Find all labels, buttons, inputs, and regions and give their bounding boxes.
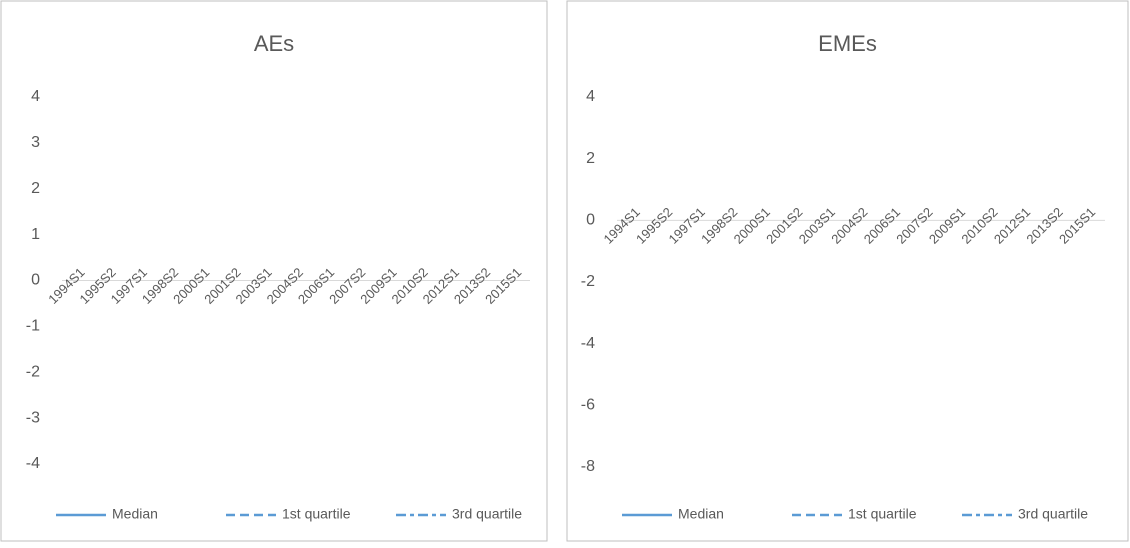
y-tick-label: -4 bbox=[581, 335, 595, 352]
legend-label: 3rd quartile bbox=[1018, 506, 1088, 522]
chart-frame bbox=[0, 0, 548, 542]
legend-label: 3rd quartile bbox=[452, 506, 522, 522]
legend-label: Median bbox=[112, 506, 158, 522]
y-tick-label: 4 bbox=[586, 88, 595, 105]
y-tick-label: -6 bbox=[581, 397, 595, 414]
y-tick-label: -3 bbox=[26, 409, 40, 426]
y-tick-label: 0 bbox=[31, 272, 40, 289]
y-tick-label: 3 bbox=[31, 134, 40, 151]
legend-label: 1st quartile bbox=[282, 506, 351, 522]
y-tick-label: -4 bbox=[26, 455, 40, 472]
y-tick-label: -8 bbox=[581, 458, 595, 475]
y-tick-label: -2 bbox=[581, 273, 595, 290]
chart-frame bbox=[566, 0, 1129, 542]
y-tick-label: 2 bbox=[586, 150, 595, 167]
legend-label: 1st quartile bbox=[848, 506, 917, 522]
chart-title: EMEs bbox=[818, 31, 877, 56]
y-tick-label: -2 bbox=[26, 363, 40, 380]
y-tick-label: 1 bbox=[31, 226, 40, 243]
y-tick-label: 0 bbox=[586, 212, 595, 229]
y-tick-label: 2 bbox=[31, 180, 40, 197]
legend-label: Median bbox=[678, 506, 724, 522]
y-tick-label: 4 bbox=[31, 88, 40, 105]
chart-title: AEs bbox=[254, 31, 294, 56]
y-tick-label: -1 bbox=[26, 318, 40, 335]
